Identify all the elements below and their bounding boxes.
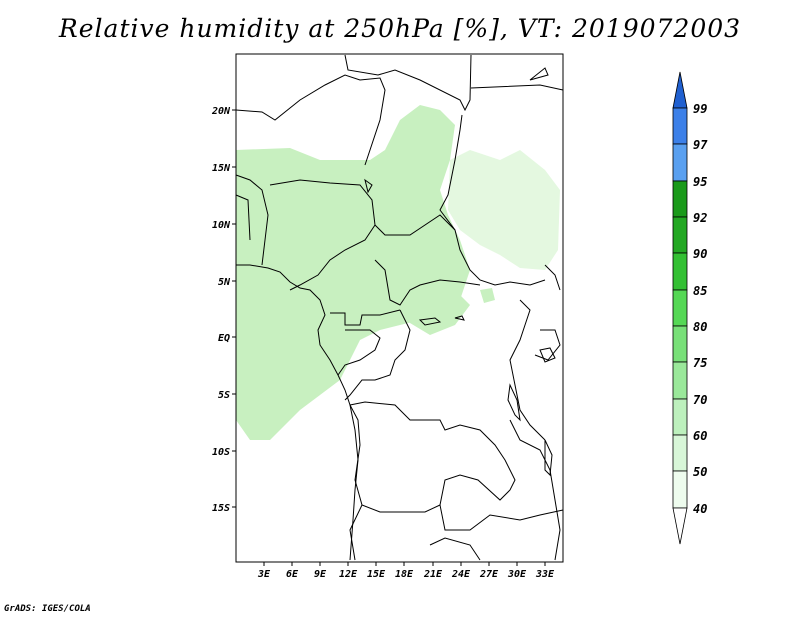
lon-label: 27E xyxy=(479,569,499,580)
legend-box-95 xyxy=(672,143,688,182)
lon-label: 12E xyxy=(339,569,358,580)
country-borders xyxy=(235,54,564,561)
lake-outline xyxy=(454,315,465,321)
lat-label: 20N xyxy=(211,106,231,117)
lat-label: 10N xyxy=(212,220,231,231)
border-line xyxy=(337,329,381,376)
coastline xyxy=(236,264,359,561)
legend-box-85 xyxy=(672,252,688,291)
legend-label: 50 xyxy=(693,465,707,479)
legend-box-80 xyxy=(672,289,688,327)
legend-label: 99 xyxy=(693,102,707,116)
lon-label: 9E xyxy=(314,569,327,580)
border-line xyxy=(470,84,564,91)
lon-label: 24E xyxy=(451,569,471,580)
humidity-region-speck xyxy=(480,288,495,303)
lat-ticks xyxy=(232,109,236,508)
border-line xyxy=(439,504,564,531)
humidity-region-west xyxy=(236,105,470,440)
lon-label: 15E xyxy=(367,569,386,580)
color-legend xyxy=(672,71,688,545)
border-line xyxy=(330,309,401,326)
legend-label: 85 xyxy=(693,284,707,298)
border-line xyxy=(344,54,472,112)
border-line xyxy=(269,179,376,291)
border-line xyxy=(235,174,269,266)
humidity-region-east xyxy=(448,150,560,270)
legend-label: 75 xyxy=(693,356,707,370)
border-line xyxy=(235,194,251,241)
map-frame xyxy=(235,53,564,563)
lat-labels: 20N 15N 10N 5N EQ 5S 10S 15S xyxy=(211,106,231,514)
lon-label: 6E xyxy=(286,569,299,580)
border-line xyxy=(349,401,516,513)
legend-label: 40 xyxy=(693,502,707,516)
legend-label: 95 xyxy=(693,175,707,189)
lon-label: 3E xyxy=(257,569,271,580)
legend-label: 92 xyxy=(693,211,707,225)
border-line xyxy=(349,504,363,561)
legend-cap-bottom xyxy=(672,507,688,545)
map-title: Relative humidity at 250hPa [%], VT: 201… xyxy=(58,14,742,43)
lon-ticks xyxy=(263,562,546,566)
lake-outline xyxy=(544,439,553,477)
border-line xyxy=(439,114,546,286)
legend-box-40 xyxy=(672,470,688,509)
lake-outline xyxy=(539,347,556,363)
lon-labels: 3E 6E 9E 12E 15E 18E 21E 24E 27E 30E 33E xyxy=(257,569,555,580)
legend-labels: 99 97 95 92 90 85 80 75 70 60 50 40 xyxy=(693,102,708,516)
lon-label: 33E xyxy=(535,569,555,580)
lon-label: 30E xyxy=(507,569,527,580)
grads-credit: GrADS: IGES/COLA xyxy=(4,604,91,614)
lat-label: EQ xyxy=(218,333,230,344)
legend-box-97 xyxy=(672,107,688,145)
lat-label: 15N xyxy=(212,163,231,174)
legend-label: 97 xyxy=(693,138,708,152)
lat-label: 5S xyxy=(218,390,230,401)
lon-label: 18E xyxy=(395,569,414,580)
legend-box-92 xyxy=(672,180,688,218)
legend-label: 60 xyxy=(693,429,707,443)
lat-label: 10S xyxy=(212,447,230,458)
border-line xyxy=(509,299,546,441)
border-line xyxy=(544,264,561,291)
border-line xyxy=(374,214,456,236)
lake-outline xyxy=(529,67,549,81)
legend-box-60 xyxy=(672,398,688,436)
lon-label: 21E xyxy=(423,569,443,580)
legend-box-90 xyxy=(672,216,688,254)
humidity-shading xyxy=(236,105,560,440)
legend-box-75 xyxy=(672,325,688,363)
border-line xyxy=(374,259,481,306)
lake-outline xyxy=(418,317,442,326)
legend-box-50 xyxy=(672,434,688,472)
legend-label: 80 xyxy=(693,320,707,334)
humidity-region-central xyxy=(405,285,470,335)
lat-label: 15S xyxy=(212,503,230,514)
lake-outline xyxy=(364,178,373,194)
legend-cap-top xyxy=(672,71,688,109)
legend-label: 90 xyxy=(693,247,707,261)
legend-label: 70 xyxy=(693,393,707,407)
border-line xyxy=(429,537,481,561)
border-line xyxy=(534,329,561,361)
legend-box-70 xyxy=(672,361,688,400)
border-line xyxy=(509,419,561,561)
lake-outline xyxy=(507,383,521,422)
border-line xyxy=(344,309,411,401)
border-line xyxy=(235,74,386,166)
lat-label: 5N xyxy=(218,277,231,288)
